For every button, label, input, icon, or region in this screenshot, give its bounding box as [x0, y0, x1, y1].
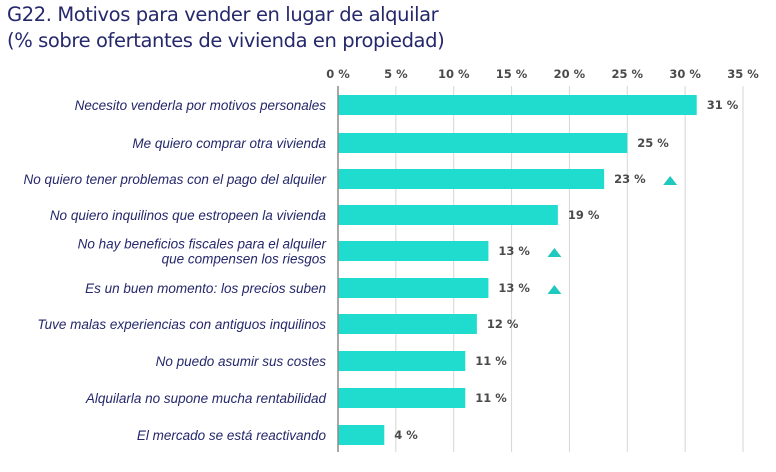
category-label: Necesito venderla por motivos personales: [75, 98, 327, 113]
x-tick-label: 10 %: [438, 67, 470, 81]
category-label: que compensen los riesgos: [162, 252, 327, 267]
bar: [338, 314, 477, 334]
bar: [338, 388, 466, 408]
category-label: No hay beneficios fiscales para el alqui…: [78, 237, 327, 252]
data-label: 11 %: [475, 354, 507, 368]
category-label: No puedo asumir sus costes: [156, 354, 327, 369]
increase-triangle-icon: [547, 248, 562, 257]
x-tick-label: 20 %: [554, 67, 586, 81]
bar: [338, 351, 466, 371]
data-label: 13 %: [498, 281, 530, 295]
category-label: Me quiero comprar otra vivienda: [132, 136, 326, 151]
data-label: 11 %: [475, 391, 507, 405]
x-tick-label: 35 %: [727, 67, 759, 81]
x-tick-label: 15 %: [496, 67, 528, 81]
x-tick-label: 0 %: [326, 67, 350, 81]
bar: [338, 278, 489, 298]
data-label: 31 %: [707, 98, 739, 112]
data-label: 25 %: [637, 136, 669, 150]
increase-triangle-icon: [663, 176, 678, 185]
chart-subtitle: (% sobre ofertantes de vivienda en propi…: [7, 29, 445, 52]
data-label: 19 %: [568, 208, 600, 222]
chart-title: G22. Motivos para vender en lugar de alq…: [7, 2, 445, 54]
x-tick-label: 25 %: [612, 67, 644, 81]
data-label: 12 %: [487, 317, 519, 331]
x-tick-label: 30 %: [669, 67, 701, 81]
category-label: Alquilarla no supone mucha rentabilidad: [85, 391, 327, 406]
category-label: No quiero inquilinos que estropeen la vi…: [50, 208, 327, 223]
data-label: 13 %: [498, 244, 530, 258]
category-label: El mercado se está reactivando: [137, 428, 327, 443]
bar: [338, 241, 489, 261]
bar: [338, 205, 558, 225]
category-label: No quiero tener problemas con el pago de…: [24, 172, 327, 187]
bar: [338, 169, 605, 189]
category-label: Es un buen momento: los precios suben: [85, 281, 326, 296]
increase-triangle-icon: [547, 285, 562, 294]
bar: [338, 133, 628, 153]
bar: [338, 425, 385, 445]
data-label: 4 %: [394, 428, 418, 442]
category-label: Tuve malas experiencias con antiguos inq…: [37, 317, 326, 332]
data-label: 23 %: [614, 172, 646, 186]
bar: [338, 95, 697, 115]
x-tick-label: 5 %: [384, 67, 408, 81]
chart-title-main: G22. Motivos para vender en lugar de alq…: [7, 3, 439, 26]
